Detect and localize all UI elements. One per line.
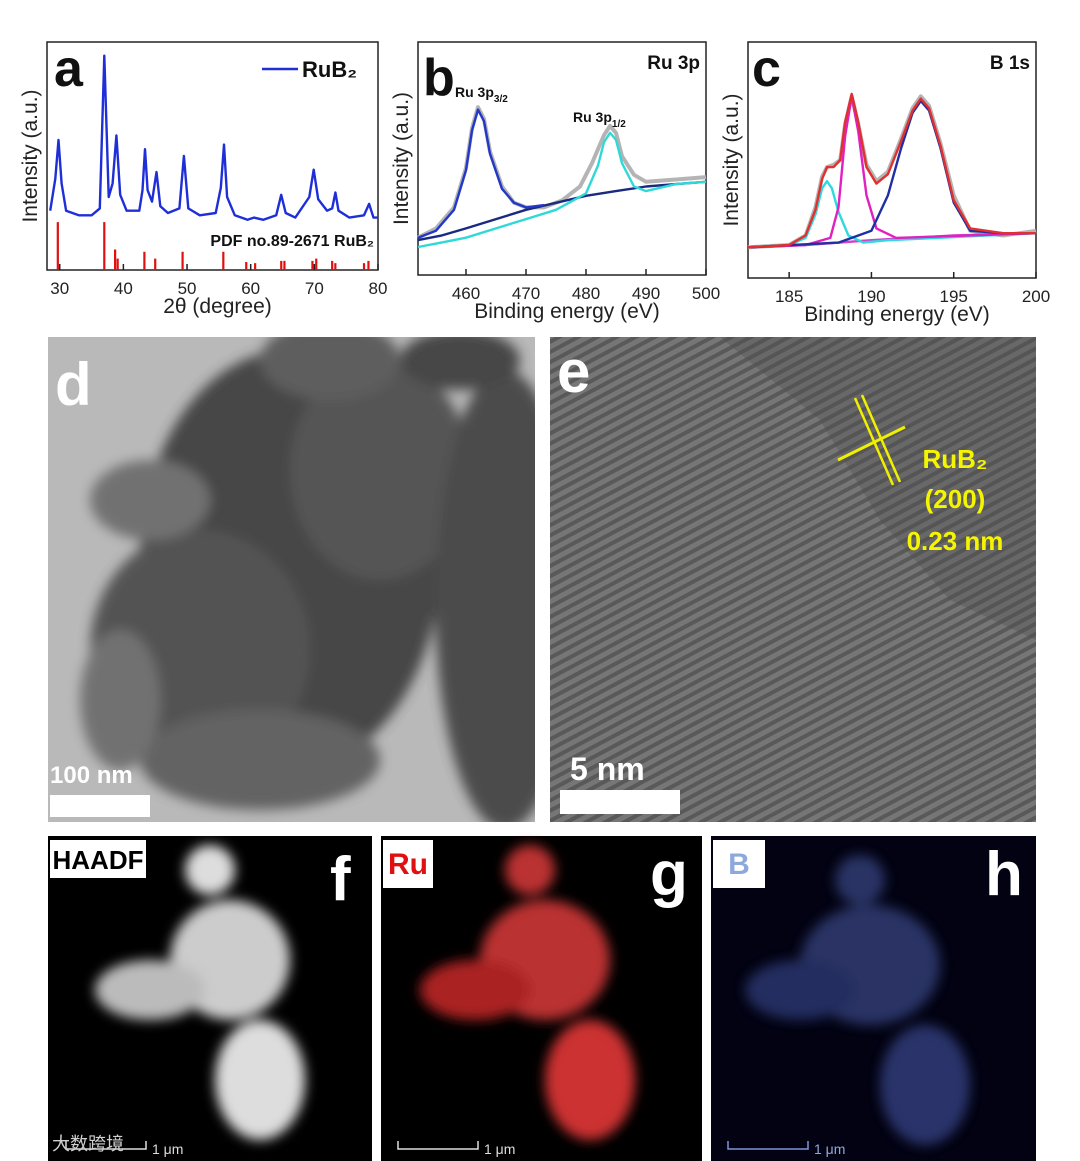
peak-label-text: Ru 3p	[455, 84, 494, 100]
x-tick-label: 470	[512, 284, 540, 303]
watermark: 大数跨境	[52, 1134, 124, 1154]
panel-letter: b	[423, 49, 455, 107]
x-tick-label: 200	[1022, 287, 1050, 306]
x-tick-label: 50	[178, 279, 197, 298]
peak-label-text: Ru 3p	[573, 109, 612, 125]
x-tick-label: 185	[775, 287, 803, 306]
x-tick-label: 480	[572, 284, 600, 303]
x-tick-label: 195	[940, 287, 968, 306]
x-tick-label: 40	[114, 279, 133, 298]
x-axis-label: Binding energy (eV)	[804, 303, 990, 326]
fit-line	[747, 180, 1037, 249]
panel-letter: f	[330, 845, 351, 914]
panel-letter: g	[650, 840, 688, 909]
scale-label: 1 μm	[152, 1141, 183, 1157]
haadf-particle	[95, 845, 305, 1140]
panel-letter: e	[557, 338, 590, 405]
plot-frame	[417, 41, 707, 276]
b-particle	[745, 855, 970, 1145]
panel-letter: h	[985, 840, 1023, 909]
panel-letter: c	[752, 40, 781, 98]
x-tick-label: 70	[305, 279, 324, 298]
plot-frame	[747, 41, 1037, 279]
fit-line	[49, 54, 378, 221]
panel-title: B 1s	[990, 53, 1030, 74]
scale-label: 1 μm	[814, 1141, 845, 1157]
panel-letter: a	[54, 40, 84, 98]
x-tick-label: 500	[692, 284, 720, 303]
fit-line	[747, 95, 1037, 249]
reference-label: PDF no.89-2671 RuB₂	[210, 233, 374, 250]
lattice-label: (200)	[925, 484, 986, 514]
raw-data-line	[417, 105, 707, 240]
fit-line	[417, 180, 707, 242]
hrtem-image	[550, 337, 1036, 822]
y-axis-label: Intensity (a.u.)	[720, 93, 743, 226]
x-tick-label: 30	[50, 279, 69, 298]
peak-label: Ru 3p1/2	[573, 109, 626, 130]
lattice-label: 0.23 nm	[907, 526, 1004, 556]
peak-label: Ru 3p3/2	[455, 84, 508, 105]
label-box	[50, 840, 146, 878]
raw-data-line	[747, 94, 1037, 250]
tem-image	[48, 337, 535, 822]
legend-label: RuB₂	[302, 57, 357, 82]
scale-label: 100 nm	[50, 762, 133, 789]
x-axis-label: 2θ (degree)	[163, 295, 272, 318]
ru-particle	[420, 845, 635, 1140]
scale-bar	[560, 790, 680, 814]
fit-line	[417, 108, 545, 239]
fit-line	[747, 99, 1036, 249]
x-tick-label: 490	[632, 284, 660, 303]
plot-frame	[46, 41, 379, 271]
scale-bar	[50, 795, 150, 817]
x-tick-label: 80	[369, 279, 388, 298]
scale-bar	[397, 1141, 479, 1150]
label-box	[383, 840, 433, 888]
lattice-label: RuB₂	[923, 444, 988, 474]
peak-label-sub: 3/2	[494, 94, 508, 105]
scale-bar	[65, 1141, 147, 1150]
x-tick-label: 60	[241, 279, 260, 298]
scale-label: 1 μm	[484, 1141, 515, 1157]
panel-title: Ru 3p	[647, 53, 700, 74]
x-tick-label: 460	[452, 284, 480, 303]
channel-label: Ru	[388, 848, 428, 881]
channel-label: HAADF	[53, 845, 144, 875]
x-axis-label: Binding energy (eV)	[474, 300, 660, 323]
y-axis-label: Intensity (a.u.)	[390, 92, 413, 225]
channel-label: B	[728, 848, 750, 881]
fit-line	[417, 131, 707, 249]
label-box	[713, 840, 765, 888]
scale-label: 5 nm	[570, 751, 645, 787]
scale-bar	[727, 1141, 809, 1150]
panel-letter: d	[55, 351, 92, 418]
fit-line	[747, 92, 1036, 249]
x-tick-label: 190	[857, 287, 885, 306]
peak-label-sub: 1/2	[612, 119, 626, 130]
y-axis-label: Intensity (a.u.)	[19, 89, 42, 222]
